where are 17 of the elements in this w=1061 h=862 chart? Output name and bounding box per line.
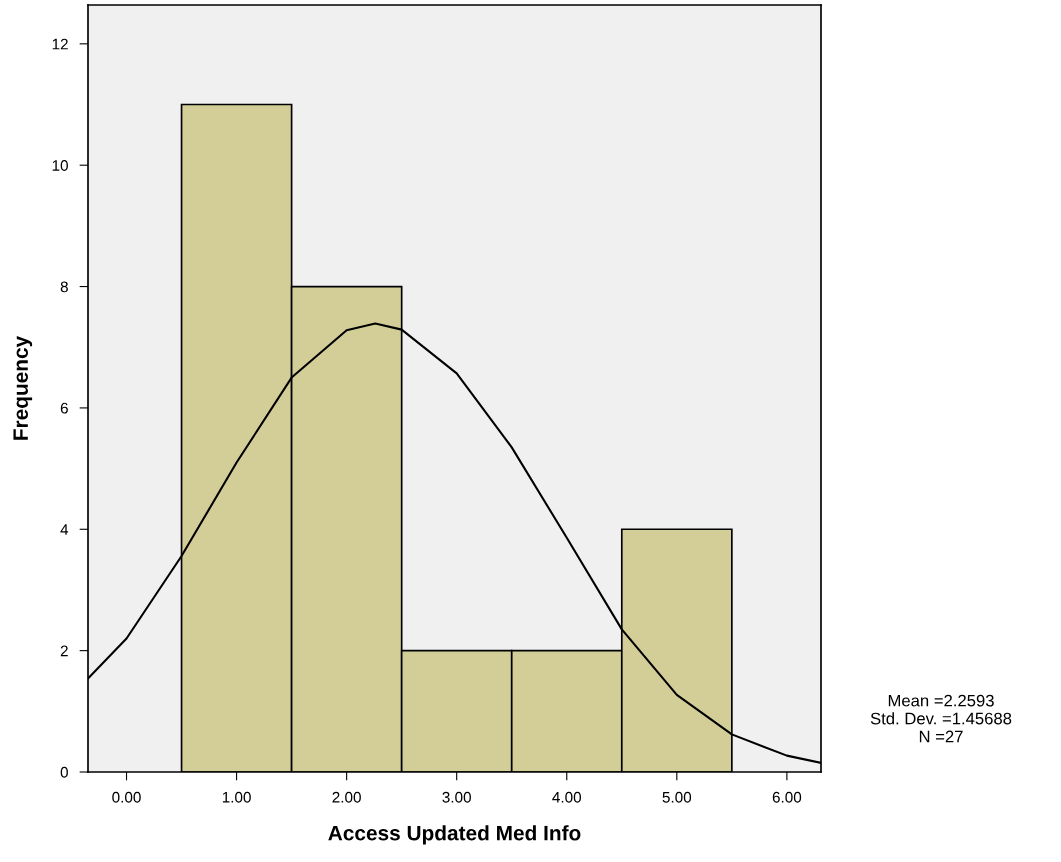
x-tick-label: 4.00 — [552, 791, 582, 803]
x-tick-label: 1.00 — [222, 791, 251, 803]
x-tick-label: 0.00 — [112, 791, 141, 803]
text: Mean =2.2593 Std. Dev. =1.45688 N =27 — [870, 694, 1012, 743]
y-tick-label: 0 — [60, 766, 68, 778]
y-tick-label: 10 — [52, 160, 68, 171]
y-tick-label: 8 — [60, 281, 68, 293]
y-tick-label: 4 — [60, 524, 69, 535]
x-tick-label: 5.00 — [662, 791, 692, 803]
y-axis-title: Frequency — [13, 335, 33, 440]
x-tick-label: 3.00 — [442, 791, 471, 803]
y-tick-label: 2 — [60, 645, 68, 657]
x-tick-label: 6.00 — [772, 791, 802, 803]
x-tick-label: 2.00 — [332, 791, 361, 803]
y-tick-label: 6 — [60, 402, 68, 414]
x-axis-title: Access Updated Med Info — [328, 825, 581, 845]
y-tick-label: 12 — [52, 38, 68, 50]
